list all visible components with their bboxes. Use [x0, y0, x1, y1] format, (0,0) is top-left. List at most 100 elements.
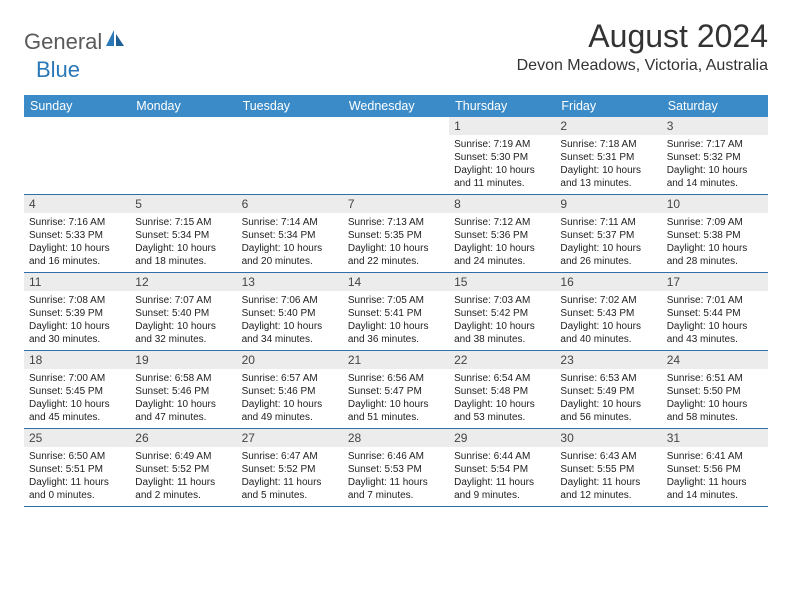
daylight-text: Daylight: 10 hours and 32 minutes. — [135, 320, 231, 346]
sunset-text: Sunset: 5:49 PM — [560, 385, 656, 398]
daylight-text: Daylight: 10 hours and 51 minutes. — [348, 398, 444, 424]
weekday-friday: Friday — [555, 95, 661, 117]
day-number: 7 — [343, 195, 449, 213]
daylight-text: Daylight: 10 hours and 56 minutes. — [560, 398, 656, 424]
day-number: 4 — [24, 195, 130, 213]
calendar-day-cell: 1Sunrise: 7:19 AMSunset: 5:30 PMDaylight… — [449, 117, 555, 195]
daylight-text: Daylight: 10 hours and 47 minutes. — [135, 398, 231, 424]
calendar-week-row: 4Sunrise: 7:16 AMSunset: 5:33 PMDaylight… — [24, 195, 768, 273]
sunrise-text: Sunrise: 7:16 AM — [29, 216, 125, 229]
sunrise-text: Sunrise: 7:17 AM — [667, 138, 763, 151]
day-number: 26 — [130, 429, 236, 447]
calendar-day-cell: 12Sunrise: 7:07 AMSunset: 5:40 PMDayligh… — [130, 273, 236, 351]
sail-icon — [104, 28, 126, 55]
day-number: 31 — [662, 429, 768, 447]
day-detail: Sunrise: 7:13 AMSunset: 5:35 PMDaylight:… — [343, 213, 449, 272]
calendar-day-cell: 17Sunrise: 7:01 AMSunset: 5:44 PMDayligh… — [662, 273, 768, 351]
day-number: 16 — [555, 273, 661, 291]
brand-name-part1: General — [24, 29, 102, 55]
sunrise-text: Sunrise: 6:58 AM — [135, 372, 231, 385]
calendar-day-cell: 5Sunrise: 7:15 AMSunset: 5:34 PMDaylight… — [130, 195, 236, 273]
day-number: 9 — [555, 195, 661, 213]
sunset-text: Sunset: 5:37 PM — [560, 229, 656, 242]
daylight-text: Daylight: 11 hours and 2 minutes. — [135, 476, 231, 502]
calendar-week-row: 1Sunrise: 7:19 AMSunset: 5:30 PMDaylight… — [24, 117, 768, 195]
day-number: 10 — [662, 195, 768, 213]
calendar-day-cell: 9 Sunrise: 7:11 AMSunset: 5:37 PMDaylight… — [555, 195, 661, 273]
calendar-week-row: 11Sunrise: 7:08 AMSunset: 5:39 PMDayligh… — [24, 273, 768, 351]
sunrise-text: Sunrise: 6:47 AM — [242, 450, 338, 463]
daylight-text: Daylight: 10 hours and 24 minutes. — [454, 242, 550, 268]
sunrise-text: Sunrise: 7:05 AM — [348, 294, 444, 307]
daylight-text: Daylight: 10 hours and 18 minutes. — [135, 242, 231, 268]
day-detail: Sunrise: 7:17 AMSunset: 5:32 PMDaylight:… — [662, 135, 768, 194]
day-detail: Sunrise: 6:49 AMSunset: 5:52 PMDaylight:… — [130, 447, 236, 506]
calendar-day-cell: 29Sunrise: 6:44 AMSunset: 5:54 PMDayligh… — [449, 429, 555, 507]
day-number: 27 — [237, 429, 343, 447]
calendar-day-cell: 21Sunrise: 6:56 AMSunset: 5:47 PMDayligh… — [343, 351, 449, 429]
calendar-day-cell: 23Sunrise: 6:53 AMSunset: 5:49 PMDayligh… — [555, 351, 661, 429]
day-detail: Sunrise: 6:57 AMSunset: 5:46 PMDaylight:… — [237, 369, 343, 428]
daylight-text: Daylight: 10 hours and 28 minutes. — [667, 242, 763, 268]
daylight-text: Daylight: 10 hours and 49 minutes. — [242, 398, 338, 424]
sunrise-text: Sunrise: 7:11 AM — [560, 216, 656, 229]
sunrise-text: Sunrise: 7:02 AM — [560, 294, 656, 307]
calendar-day-cell: 4Sunrise: 7:16 AMSunset: 5:33 PMDaylight… — [24, 195, 130, 273]
day-detail: Sunrise: 6:54 AMSunset: 5:48 PMDaylight:… — [449, 369, 555, 428]
sunset-text: Sunset: 5:36 PM — [454, 229, 550, 242]
day-number: 2 — [555, 117, 661, 135]
sunrise-text: Sunrise: 6:41 AM — [667, 450, 763, 463]
day-number: 20 — [237, 351, 343, 369]
sunrise-text: Sunrise: 7:19 AM — [454, 138, 550, 151]
day-detail: Sunrise: 6:58 AMSunset: 5:46 PMDaylight:… — [130, 369, 236, 428]
day-detail: Sunrise: 6:51 AMSunset: 5:50 PMDaylight:… — [662, 369, 768, 428]
day-detail: Sunrise: 6:41 AMSunset: 5:56 PMDaylight:… — [662, 447, 768, 506]
daylight-text: Daylight: 11 hours and 9 minutes. — [454, 476, 550, 502]
sunrise-text: Sunrise: 6:46 AM — [348, 450, 444, 463]
calendar-day-cell: 8Sunrise: 7:12 AMSunset: 5:36 PMDaylight… — [449, 195, 555, 273]
calendar-day-cell: 31Sunrise: 6:41 AMSunset: 5:56 PMDayligh… — [662, 429, 768, 507]
calendar-week-row: 18Sunrise: 7:00 AMSunset: 5:45 PMDayligh… — [24, 351, 768, 429]
daylight-text: Daylight: 10 hours and 26 minutes. — [560, 242, 656, 268]
calendar-day-cell — [24, 117, 130, 195]
weekday-thursday: Thursday — [449, 95, 555, 117]
sunset-text: Sunset: 5:55 PM — [560, 463, 656, 476]
calendar-week-row: 25Sunrise: 6:50 AMSunset: 5:51 PMDayligh… — [24, 429, 768, 507]
calendar-day-cell: 24Sunrise: 6:51 AMSunset: 5:50 PMDayligh… — [662, 351, 768, 429]
day-number: 5 — [130, 195, 236, 213]
sunset-text: Sunset: 5:47 PM — [348, 385, 444, 398]
daylight-text: Daylight: 10 hours and 36 minutes. — [348, 320, 444, 346]
day-number: 18 — [24, 351, 130, 369]
weekday-sunday: Sunday — [24, 95, 130, 117]
weekday-monday: Monday — [130, 95, 236, 117]
day-number: 6 — [237, 195, 343, 213]
day-detail: Sunrise: 7:09 AMSunset: 5:38 PMDaylight:… — [662, 213, 768, 272]
day-detail: Sunrise: 6:56 AMSunset: 5:47 PMDaylight:… — [343, 369, 449, 428]
sunset-text: Sunset: 5:48 PM — [454, 385, 550, 398]
calendar-day-cell: 18Sunrise: 7:00 AMSunset: 5:45 PMDayligh… — [24, 351, 130, 429]
sunrise-text: Sunrise: 6:54 AM — [454, 372, 550, 385]
sunrise-text: Sunrise: 6:44 AM — [454, 450, 550, 463]
calendar-day-cell — [343, 117, 449, 195]
daylight-text: Daylight: 10 hours and 20 minutes. — [242, 242, 338, 268]
day-number: 17 — [662, 273, 768, 291]
sunrise-text: Sunrise: 7:07 AM — [135, 294, 231, 307]
daylight-text: Daylight: 10 hours and 34 minutes. — [242, 320, 338, 346]
sunrise-text: Sunrise: 6:51 AM — [667, 372, 763, 385]
calendar-day-cell: 28Sunrise: 6:46 AMSunset: 5:53 PMDayligh… — [343, 429, 449, 507]
day-detail: Sunrise: 7:08 AMSunset: 5:39 PMDaylight:… — [24, 291, 130, 350]
day-number: 25 — [24, 429, 130, 447]
sunset-text: Sunset: 5:34 PM — [135, 229, 231, 242]
sunset-text: Sunset: 5:56 PM — [667, 463, 763, 476]
sunset-text: Sunset: 5:53 PM — [348, 463, 444, 476]
brand-logo: General — [24, 18, 128, 55]
sunset-text: Sunset: 5:44 PM — [667, 307, 763, 320]
day-number: 15 — [449, 273, 555, 291]
calendar-day-cell: 11Sunrise: 7:08 AMSunset: 5:39 PMDayligh… — [24, 273, 130, 351]
sunset-text: Sunset: 5:39 PM — [29, 307, 125, 320]
sunrise-text: Sunrise: 7:18 AM — [560, 138, 656, 151]
calendar-day-cell: 13Sunrise: 7:06 AMSunset: 5:40 PMDayligh… — [237, 273, 343, 351]
calendar-day-cell: 15Sunrise: 7:03 AMSunset: 5:42 PMDayligh… — [449, 273, 555, 351]
daylight-text: Daylight: 10 hours and 16 minutes. — [29, 242, 125, 268]
sunset-text: Sunset: 5:45 PM — [29, 385, 125, 398]
